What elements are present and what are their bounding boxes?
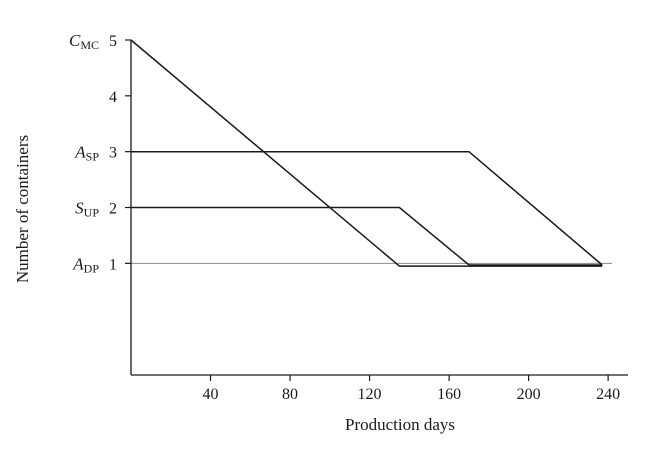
y-tick-label: 2 xyxy=(109,201,117,218)
x-axis-title: Production days xyxy=(345,415,455,434)
y-series-subscript: SP xyxy=(86,150,100,164)
y-series-subscript: DP xyxy=(84,261,100,275)
y-tick-label: 5 xyxy=(109,33,117,50)
x-tick-label: 80 xyxy=(282,386,298,403)
y-series-subscript: MC xyxy=(80,38,99,52)
y-tick-label: 4 xyxy=(109,89,117,106)
x-tick-label: 40 xyxy=(203,386,219,403)
y-tick-label: 3 xyxy=(109,145,117,162)
y-series-symbol: C xyxy=(69,31,81,50)
x-tick-label: 120 xyxy=(358,386,382,403)
y-series-symbol: A xyxy=(72,254,84,273)
y-axis-title: Number of containers xyxy=(13,135,32,283)
y-series-label: CMC xyxy=(69,31,99,52)
y-series-label: SUP xyxy=(75,199,99,220)
series-line-1 xyxy=(130,39,603,267)
y-series-symbol: S xyxy=(75,199,84,218)
y-series-label: ADP xyxy=(72,254,99,275)
x-tick-label: 200 xyxy=(517,386,541,403)
x-tick-label: 160 xyxy=(437,386,461,403)
series-layer xyxy=(130,39,603,267)
y-series-symbol: A xyxy=(74,143,86,162)
x-tick-label: 240 xyxy=(596,386,620,403)
y-series-label: ASP xyxy=(74,143,99,164)
series-line-2 xyxy=(131,206,603,266)
y-tick-label: 1 xyxy=(109,256,117,273)
y-series-subscript: UP xyxy=(84,206,100,220)
series-line-3 xyxy=(131,150,603,266)
ticks-layer: 40 80 120 160 200 240 1 2 3 4 5 xyxy=(109,33,620,403)
